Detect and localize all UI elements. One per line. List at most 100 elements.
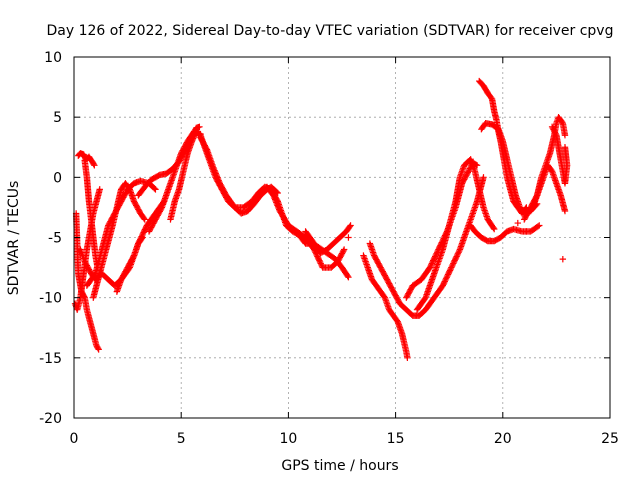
x-tick-label: 5 bbox=[177, 431, 186, 447]
track-q-point bbox=[455, 249, 462, 256]
track-q-point bbox=[454, 250, 462, 257]
track-y-point bbox=[551, 129, 559, 136]
track-h-point bbox=[138, 235, 145, 242]
track-r-point bbox=[429, 258, 436, 266]
track-r-point bbox=[431, 254, 438, 262]
track-q-point bbox=[453, 253, 460, 260]
track-w-point bbox=[561, 132, 569, 139]
track-r-point bbox=[430, 257, 437, 264]
track-q-point bbox=[452, 256, 459, 263]
outliers-point bbox=[345, 234, 352, 241]
track-m-point bbox=[345, 274, 352, 281]
chart-title: Day 126 of 2022, Sidereal Day-to-day VTE… bbox=[47, 23, 614, 39]
track-p-point bbox=[404, 354, 411, 362]
track-r-point bbox=[428, 261, 435, 269]
track-r-point bbox=[465, 168, 472, 175]
track-r-point bbox=[427, 262, 434, 270]
track-y-point bbox=[548, 123, 556, 130]
track-a-point bbox=[95, 346, 102, 353]
x-tick-label: 20 bbox=[494, 431, 512, 447]
track-n-point bbox=[340, 247, 347, 255]
track-e-point bbox=[140, 229, 147, 236]
data-points bbox=[71, 77, 571, 362]
outliers-point bbox=[559, 255, 567, 263]
track-k-point bbox=[189, 136, 196, 144]
x-axis-label: GPS time / hours bbox=[281, 458, 398, 474]
track-n-point bbox=[313, 251, 320, 259]
track-q-point bbox=[444, 271, 452, 278]
track-r-point bbox=[464, 169, 471, 176]
track-k-point bbox=[191, 132, 198, 139]
track-q-point bbox=[443, 274, 450, 281]
track-b-point bbox=[96, 186, 103, 193]
track-q-point bbox=[452, 254, 460, 262]
outliers-point bbox=[514, 219, 522, 227]
track-o-point bbox=[346, 223, 353, 230]
y-tick-label: -20 bbox=[39, 411, 62, 427]
track-g-point bbox=[141, 216, 148, 223]
track-k-point bbox=[189, 135, 197, 142]
y-tick-label: 0 bbox=[53, 170, 62, 186]
track-n-point bbox=[316, 258, 324, 266]
track-n-point bbox=[314, 253, 321, 260]
track-y-point bbox=[561, 144, 569, 151]
track-q-point bbox=[442, 275, 450, 282]
track-i-point bbox=[196, 123, 203, 130]
track-q-point bbox=[451, 257, 458, 264]
grid-lines bbox=[74, 57, 610, 418]
track-n-point bbox=[318, 261, 325, 269]
track-q-point bbox=[441, 278, 448, 285]
outliers-point bbox=[523, 228, 530, 235]
y-tick-label: -5 bbox=[48, 231, 62, 247]
track-n-point bbox=[314, 254, 322, 262]
track-o-point bbox=[347, 222, 354, 229]
track-l-point bbox=[203, 145, 210, 152]
outliers-point bbox=[94, 260, 101, 268]
track-q-point bbox=[454, 251, 461, 259]
track-a-point bbox=[94, 345, 102, 352]
track-r-point bbox=[430, 256, 438, 263]
y-tick-label: -15 bbox=[39, 351, 62, 367]
track-j-point bbox=[157, 205, 165, 212]
y-tick-label: -10 bbox=[39, 291, 62, 307]
track-q-point bbox=[448, 262, 456, 270]
track-q-point bbox=[439, 282, 446, 289]
track-n-point bbox=[317, 260, 324, 267]
track-k-point bbox=[188, 138, 196, 145]
track-q-point bbox=[450, 258, 458, 266]
track-q-point bbox=[440, 281, 447, 288]
track-h-point bbox=[139, 234, 146, 241]
y-tick-label: 10 bbox=[44, 50, 62, 66]
track-q-point bbox=[456, 247, 463, 255]
track-y-point bbox=[552, 130, 559, 138]
track-y-point bbox=[551, 127, 558, 135]
track-q-point bbox=[480, 174, 487, 181]
axis-ticks bbox=[73, 56, 611, 419]
track-c-point bbox=[90, 160, 97, 168]
track-q-point bbox=[442, 276, 449, 284]
axis-tick-labels: 0 5 10 15 20 25 -20 -15 -10 -5 0 5 10 bbox=[39, 50, 619, 447]
y-tick-label: 5 bbox=[53, 110, 62, 126]
track-q-point bbox=[446, 267, 454, 274]
track-q-point bbox=[440, 279, 448, 287]
track-m-point bbox=[344, 272, 351, 280]
track-k-point bbox=[190, 133, 197, 141]
x-tick-label: 0 bbox=[70, 431, 79, 447]
x-tick-label: 15 bbox=[387, 431, 405, 447]
track-q-point bbox=[444, 272, 451, 280]
track-h-point bbox=[130, 253, 137, 261]
track-n-point bbox=[340, 246, 348, 253]
track-g-point bbox=[140, 215, 148, 222]
track-q-point bbox=[446, 268, 453, 275]
track-q-point bbox=[445, 269, 452, 277]
x-tick-label: 10 bbox=[279, 431, 297, 447]
track-r-point bbox=[428, 260, 436, 267]
track-t-point bbox=[534, 223, 542, 230]
track-y-point bbox=[550, 126, 557, 133]
track-t-point bbox=[536, 222, 543, 229]
track-q-point bbox=[449, 261, 456, 269]
track-q-point bbox=[448, 264, 455, 271]
track-s-point bbox=[491, 225, 498, 233]
track-q-point bbox=[447, 265, 454, 273]
